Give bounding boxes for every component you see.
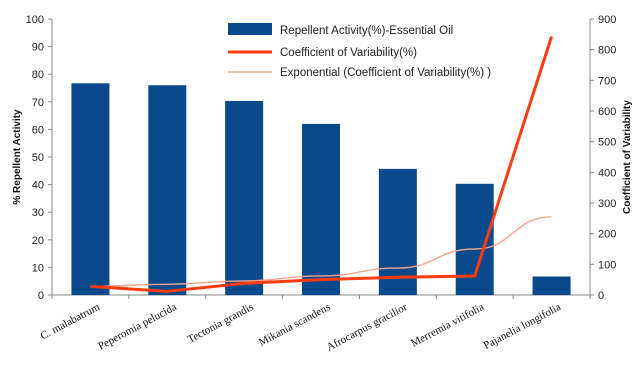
y-left-tick-label: 0: [38, 290, 44, 302]
legend-label-bar: Repellent Activity(%)-Essential Oil: [280, 25, 453, 37]
x-tick-label: Mikania scandens: [257, 301, 332, 349]
x-tick-label: Merremia vitifolia: [409, 301, 486, 350]
bar: [302, 123, 340, 295]
y-left-tick-label: 20: [32, 235, 44, 247]
bar: [532, 276, 571, 295]
y-right-tick-label: 500: [598, 137, 616, 149]
y-right-tick-label: 300: [598, 198, 616, 210]
y-right-tick-label: 800: [598, 45, 616, 57]
y-left-tick-label: 60: [32, 124, 44, 136]
bar: [225, 100, 264, 295]
y-right-tick-label: 600: [598, 106, 616, 118]
y-right-tick-label: 0: [598, 290, 604, 302]
trendline: [90, 216, 552, 288]
legend-label-trendline: Exponential (Coefficient of Variability(…: [280, 67, 491, 79]
y-left-tick-label: 70: [32, 97, 44, 109]
x-tick-label: Afrocarpus gracilior: [325, 301, 410, 354]
x-tick-label: Tectonia grandis: [186, 301, 256, 346]
y-axis-right-title: Coefficient of Variability: [622, 100, 633, 214]
y-left-tick-label: 100: [26, 14, 44, 26]
y-right-tick-label: 200: [598, 229, 616, 241]
legend-label-line: Coefficient of Variability(%): [280, 47, 417, 59]
bar: [71, 83, 110, 295]
y-left-tick-label: 40: [32, 180, 44, 192]
y-right-tick-label: 400: [598, 167, 616, 179]
legend-swatch-bar: [228, 23, 272, 35]
y-left-tick-label: 90: [32, 42, 44, 54]
y-left-tick-label: 80: [32, 69, 44, 81]
x-tick-label: Peperomia pelucida: [96, 301, 179, 353]
bar: [148, 85, 187, 296]
y-left-tick-label: 30: [32, 207, 44, 219]
x-tick-label: C. malabatrum: [38, 301, 102, 342]
x-tick-label: Pajanelia longifolia: [482, 301, 564, 352]
y-left-tick-label: 50: [32, 152, 44, 164]
bar: [378, 168, 417, 295]
y-axis-left-title: % Repellent Activity: [12, 109, 23, 205]
y-right-tick-label: 900: [598, 14, 616, 26]
y-right-tick-label: 700: [598, 75, 616, 87]
y-right-tick-label: 100: [598, 259, 616, 271]
y-left-tick-label: 10: [32, 262, 44, 274]
